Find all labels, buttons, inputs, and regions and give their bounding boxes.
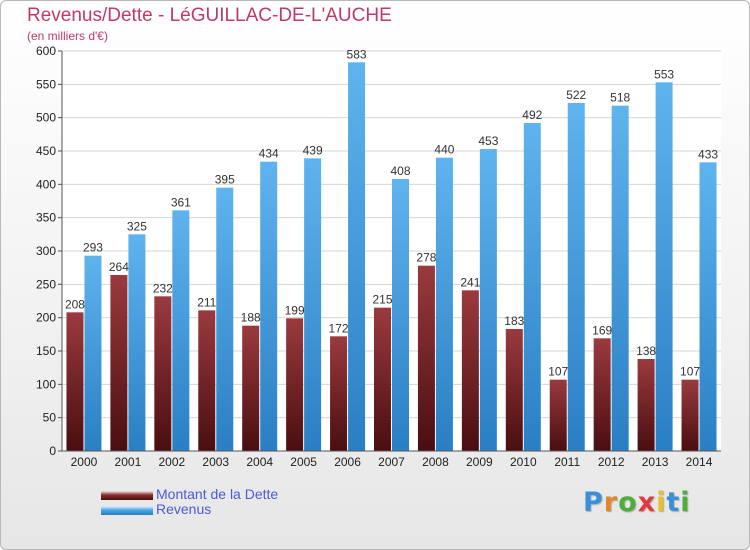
x-tick-label: 2014 xyxy=(686,455,713,469)
bar-revenue xyxy=(655,82,673,451)
data-label-debt: 232 xyxy=(153,281,173,295)
bar-debt xyxy=(681,379,699,451)
bar-debt xyxy=(593,338,611,451)
y-tick-label: 300 xyxy=(36,244,56,258)
legend-swatch-debt xyxy=(101,491,153,500)
x-tick-label: 2009 xyxy=(466,455,493,469)
y-tick-label: 50 xyxy=(43,411,57,425)
data-label-debt: 264 xyxy=(109,260,129,274)
bar-debt xyxy=(110,275,128,451)
data-label-revenue: 408 xyxy=(390,164,410,178)
data-label-debt: 138 xyxy=(636,344,656,358)
bar-revenue xyxy=(260,161,278,451)
data-label-revenue: 553 xyxy=(654,67,674,81)
legend-swatch-revenue xyxy=(101,506,153,515)
x-tick-label: 2002 xyxy=(158,455,185,469)
x-tick-label: 2004 xyxy=(246,455,273,469)
x-tick-label: 2000 xyxy=(71,455,98,469)
y-tick-label: 450 xyxy=(36,144,56,158)
data-label-revenue: 439 xyxy=(303,143,323,157)
x-tick-label: 2012 xyxy=(598,455,625,469)
data-label-revenue: 361 xyxy=(171,195,191,209)
y-tick-label: 400 xyxy=(36,177,56,191)
bar-revenue xyxy=(84,255,102,451)
data-label-revenue: 518 xyxy=(610,91,630,105)
bar-revenue xyxy=(304,158,322,452)
y-tick-label: 600 xyxy=(36,44,56,58)
bar-revenue xyxy=(172,210,190,451)
y-tick-label: 200 xyxy=(36,311,56,325)
data-label-debt: 107 xyxy=(680,365,700,379)
bar-revenue xyxy=(348,62,366,451)
bar-debt xyxy=(374,307,391,451)
bar-debt xyxy=(330,336,348,451)
bar-debt xyxy=(637,359,655,451)
bar-revenue xyxy=(611,105,629,452)
data-label-debt: 211 xyxy=(197,295,216,309)
data-label-revenue: 492 xyxy=(522,108,542,122)
bar-debt xyxy=(417,265,435,451)
data-label-debt: 278 xyxy=(416,251,436,265)
data-label-debt: 169 xyxy=(592,323,612,337)
y-tick-label: 250 xyxy=(36,277,56,291)
bar-debt xyxy=(154,296,172,451)
bar-debt xyxy=(242,325,260,451)
data-label-debt: 172 xyxy=(329,321,349,335)
data-label-debt: 241 xyxy=(460,275,480,289)
data-label-debt: 215 xyxy=(372,293,392,307)
y-tick-label: 500 xyxy=(36,111,56,125)
data-label-debt: 107 xyxy=(548,365,568,379)
data-label-debt: 208 xyxy=(65,297,85,311)
data-label-debt: 199 xyxy=(285,303,305,317)
x-tick-label: 2003 xyxy=(202,455,229,469)
legend-label-debt: Montant de la Dette xyxy=(156,486,279,502)
y-tick-label: 100 xyxy=(36,377,56,391)
data-label-revenue: 293 xyxy=(83,241,103,255)
bar-revenue xyxy=(567,103,585,451)
data-label-revenue: 395 xyxy=(215,173,235,187)
y-tick-label: 0 xyxy=(49,444,56,458)
x-tick-label: 2001 xyxy=(115,455,142,469)
bar-revenue xyxy=(392,179,409,451)
x-tick-label: 2011 xyxy=(554,455,580,469)
data-label-debt: 188 xyxy=(241,311,261,325)
bar-revenue xyxy=(435,157,453,451)
bar-revenue xyxy=(479,149,497,451)
chart-title: Revenus/Dette - LéGUILLAC-DE-L'AUCHE xyxy=(27,5,392,26)
x-tick-label: 2013 xyxy=(642,455,669,469)
data-label-revenue: 433 xyxy=(698,147,718,161)
data-label-revenue: 440 xyxy=(434,143,454,157)
data-label-revenue: 325 xyxy=(127,219,147,233)
x-tick-label: 2006 xyxy=(334,455,361,469)
proxiti-logo: Proxiti xyxy=(583,487,691,518)
data-label-revenue: 453 xyxy=(478,134,498,148)
bar-debt xyxy=(505,329,523,451)
data-label-revenue: 522 xyxy=(566,88,586,102)
x-tick-label: 2007 xyxy=(378,455,405,469)
legend-label-revenue: Revenus xyxy=(156,501,212,517)
bar-revenue xyxy=(699,162,717,452)
bar-revenue xyxy=(128,234,146,451)
data-label-revenue: 583 xyxy=(347,47,367,61)
bar-debt xyxy=(198,310,216,451)
x-tick-label: 2005 xyxy=(290,455,317,469)
bar-debt xyxy=(549,379,567,451)
y-tick-label: 550 xyxy=(36,77,56,91)
chart-subtitle: (en milliers d'€) xyxy=(27,29,108,43)
bar-debt xyxy=(286,318,304,451)
bar-debt xyxy=(461,290,479,451)
bar-revenue xyxy=(523,123,541,451)
y-tick-label: 150 xyxy=(36,344,56,358)
y-tick-label: 350 xyxy=(36,211,56,225)
x-tick-label: 2008 xyxy=(422,455,449,469)
x-tick-label: 2010 xyxy=(510,455,537,469)
data-label-revenue: 434 xyxy=(259,147,279,161)
bar-revenue xyxy=(216,187,234,451)
data-label-debt: 183 xyxy=(504,314,524,328)
bar-debt xyxy=(66,312,84,451)
